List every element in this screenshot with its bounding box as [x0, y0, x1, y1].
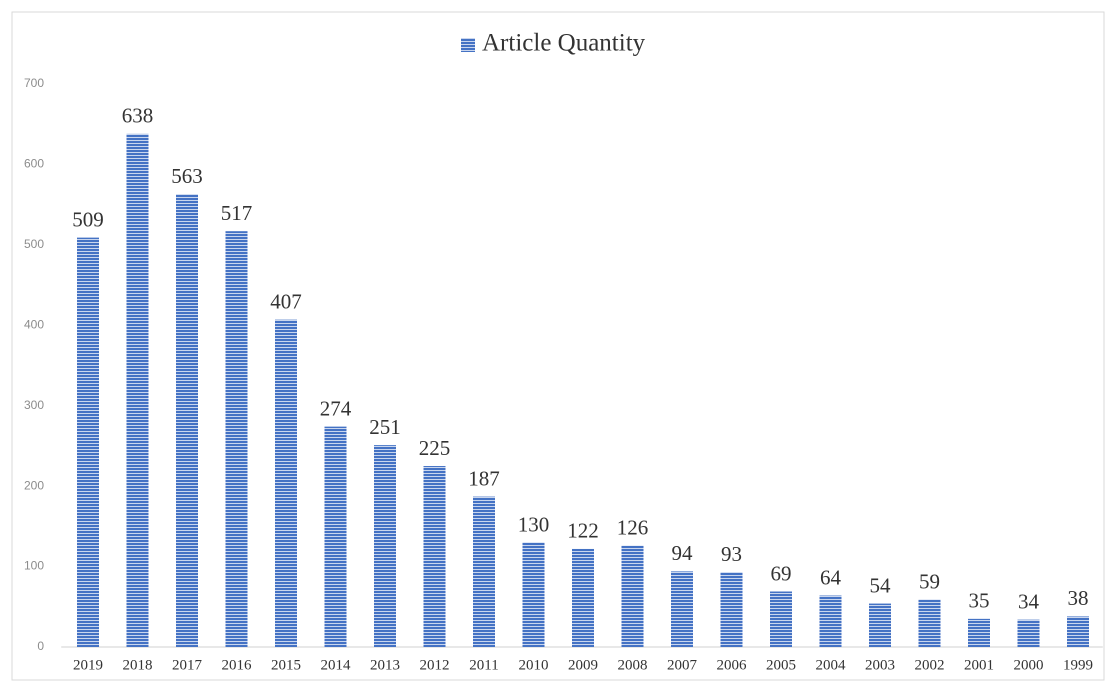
value-label: 35	[969, 589, 990, 613]
bar	[324, 426, 347, 647]
x-tick-label: 2015	[271, 657, 301, 673]
value-label: 251	[369, 415, 401, 439]
bar	[621, 545, 644, 647]
y-tick-label: 500	[24, 237, 44, 251]
x-tick-label: 2014	[321, 657, 352, 673]
x-tick-label: 2007	[667, 657, 698, 673]
bar	[918, 599, 941, 647]
bar	[720, 572, 743, 647]
bar	[522, 542, 545, 647]
x-tick-label: 2002	[915, 657, 945, 673]
value-label: 638	[122, 104, 154, 128]
y-tick-label: 700	[24, 76, 44, 90]
bar	[572, 548, 594, 647]
x-tick-label: 2012	[420, 657, 450, 673]
value-label: 225	[419, 436, 451, 460]
bar	[819, 595, 842, 647]
value-label: 563	[171, 164, 203, 188]
x-tick-label: 1999	[1063, 657, 1093, 673]
value-label: 126	[617, 515, 649, 539]
bar	[225, 231, 248, 648]
chart-frame	[11, 11, 1105, 681]
bar	[671, 571, 693, 647]
value-label: 517	[221, 201, 253, 225]
value-label: 94	[672, 541, 694, 565]
x-tick-label: 2006	[717, 657, 748, 673]
value-label: 509	[72, 207, 104, 231]
bar	[869, 603, 891, 647]
x-tick-label: 2005	[766, 657, 796, 673]
bar	[770, 591, 792, 647]
x-tick-label: 2001	[964, 657, 994, 673]
legend-swatch	[461, 38, 475, 52]
legend-label: Article Quantity	[482, 30, 646, 57]
x-tick-label: 2008	[618, 657, 648, 673]
y-tick-label: 600	[24, 157, 44, 171]
bar	[1067, 616, 1089, 647]
x-tick-label: 2017	[172, 657, 203, 673]
x-tick-label: 2016	[222, 657, 253, 673]
value-label: 59	[919, 569, 940, 593]
value-label: 187	[468, 466, 500, 490]
y-tick-label: 300	[24, 398, 44, 412]
value-label: 122	[567, 519, 599, 543]
value-label: 54	[870, 573, 892, 597]
x-tick-label: 2019	[73, 657, 103, 673]
bar	[374, 445, 396, 647]
x-tick-label: 2003	[865, 657, 895, 673]
x-tick-label: 2011	[469, 657, 498, 673]
bar	[126, 133, 149, 647]
x-tick-label: 2000	[1014, 657, 1044, 673]
value-label: 69	[771, 561, 792, 585]
x-tick-label: 2004	[816, 657, 847, 673]
bar	[176, 194, 198, 648]
x-tick-label: 2013	[370, 657, 400, 673]
x-tick-label: 2018	[123, 657, 153, 673]
value-label: 64	[820, 565, 842, 589]
bar	[968, 618, 990, 647]
y-tick-label: 100	[24, 559, 44, 573]
value-label: 407	[270, 289, 302, 313]
value-label: 274	[320, 396, 352, 420]
bar	[275, 319, 297, 647]
y-tick-label: 0	[37, 639, 44, 653]
value-label: 38	[1068, 586, 1089, 610]
x-tick-label: 2009	[568, 657, 598, 673]
value-label: 93	[721, 542, 742, 566]
x-tick-label: 2010	[519, 657, 549, 673]
value-label: 34	[1018, 589, 1040, 613]
bar	[473, 496, 495, 647]
bar	[423, 466, 446, 647]
value-label: 130	[518, 512, 550, 536]
bar	[1017, 619, 1040, 647]
y-tick-label: 200	[24, 478, 44, 492]
bar	[77, 237, 99, 647]
y-tick-label: 400	[24, 317, 44, 331]
